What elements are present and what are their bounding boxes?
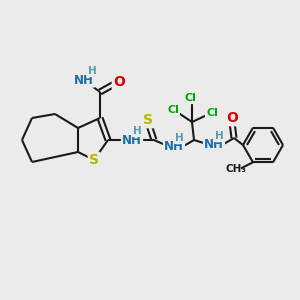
Text: S: S xyxy=(143,113,153,127)
Text: NH: NH xyxy=(74,74,94,86)
Text: Cl: Cl xyxy=(206,108,218,118)
Text: Cl: Cl xyxy=(167,105,179,115)
Text: NH: NH xyxy=(204,139,224,152)
Text: NH: NH xyxy=(164,140,184,154)
Text: H: H xyxy=(88,66,96,76)
Text: H: H xyxy=(175,133,183,143)
Text: H: H xyxy=(214,131,224,141)
Text: Cl: Cl xyxy=(184,93,196,103)
Text: CH₃: CH₃ xyxy=(226,164,247,174)
Text: O: O xyxy=(113,75,125,89)
Text: O: O xyxy=(226,111,238,125)
Text: S: S xyxy=(89,153,99,167)
Text: NH: NH xyxy=(122,134,142,146)
Text: H: H xyxy=(133,126,141,136)
